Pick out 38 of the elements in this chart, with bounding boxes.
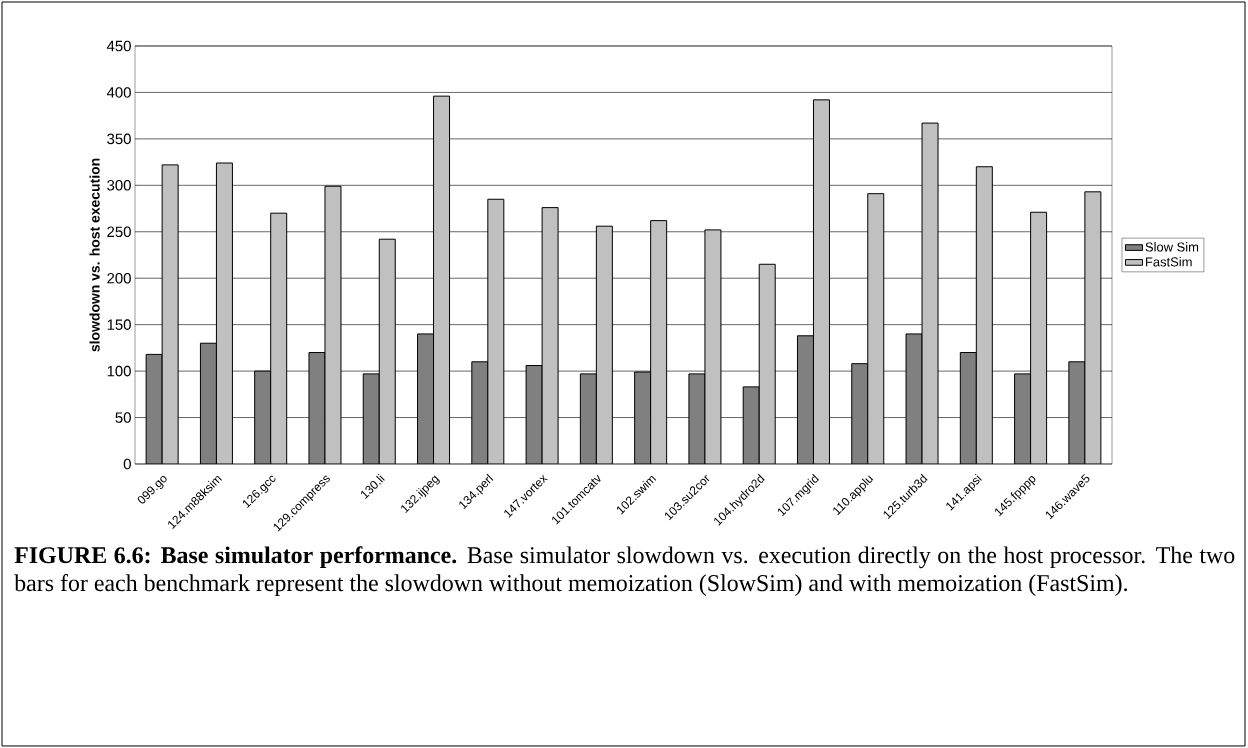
bar bbox=[471, 361, 489, 464]
bar bbox=[433, 95, 451, 464]
bar bbox=[959, 352, 977, 464]
bar bbox=[812, 99, 830, 464]
bar bbox=[362, 373, 380, 464]
bar bbox=[867, 193, 885, 464]
y-tick-label: 400 bbox=[106, 87, 131, 98]
bar bbox=[851, 363, 869, 464]
bar bbox=[975, 166, 993, 464]
y-axis-title: slowdown vs. host execution bbox=[89, 158, 100, 352]
y-tick-label: 200 bbox=[107, 272, 131, 284]
y-tick-label: 350 bbox=[107, 133, 131, 145]
bar bbox=[1014, 373, 1032, 464]
bar bbox=[487, 198, 505, 464]
legend-label: Slow Sim bbox=[1145, 242, 1199, 252]
bar bbox=[254, 370, 272, 464]
y-tick-label: 250 bbox=[107, 226, 131, 238]
y-tick-label: 0 bbox=[123, 458, 131, 470]
bar bbox=[378, 238, 396, 464]
legend-label: FastSim bbox=[1146, 256, 1192, 267]
bar bbox=[796, 335, 814, 464]
bar bbox=[417, 333, 435, 464]
bar bbox=[1030, 211, 1048, 464]
y-tick-label: 100 bbox=[107, 365, 131, 377]
bar bbox=[270, 212, 288, 464]
bar bbox=[742, 386, 760, 464]
bar bbox=[579, 373, 597, 464]
text: FIGURE 6.6: Base simulator performance. Base simulator slowdown vs. execution directly on the host processor. The two bars for each benchmark represent the slowdown without memoization (SlowSim) and with memoization (FastSim). bbox=[14, 546, 1235, 597]
bar bbox=[595, 225, 613, 464]
bar bbox=[634, 371, 652, 464]
bar bbox=[215, 162, 233, 464]
bar bbox=[199, 342, 217, 464]
y-tick-label: 300 bbox=[107, 180, 131, 191]
y-tick-label: 50 bbox=[115, 412, 131, 423]
bar bbox=[650, 220, 668, 464]
y-tick-label: 450 bbox=[106, 40, 131, 52]
y-tick-label: 150 bbox=[107, 319, 131, 330]
bar bbox=[758, 263, 776, 464]
